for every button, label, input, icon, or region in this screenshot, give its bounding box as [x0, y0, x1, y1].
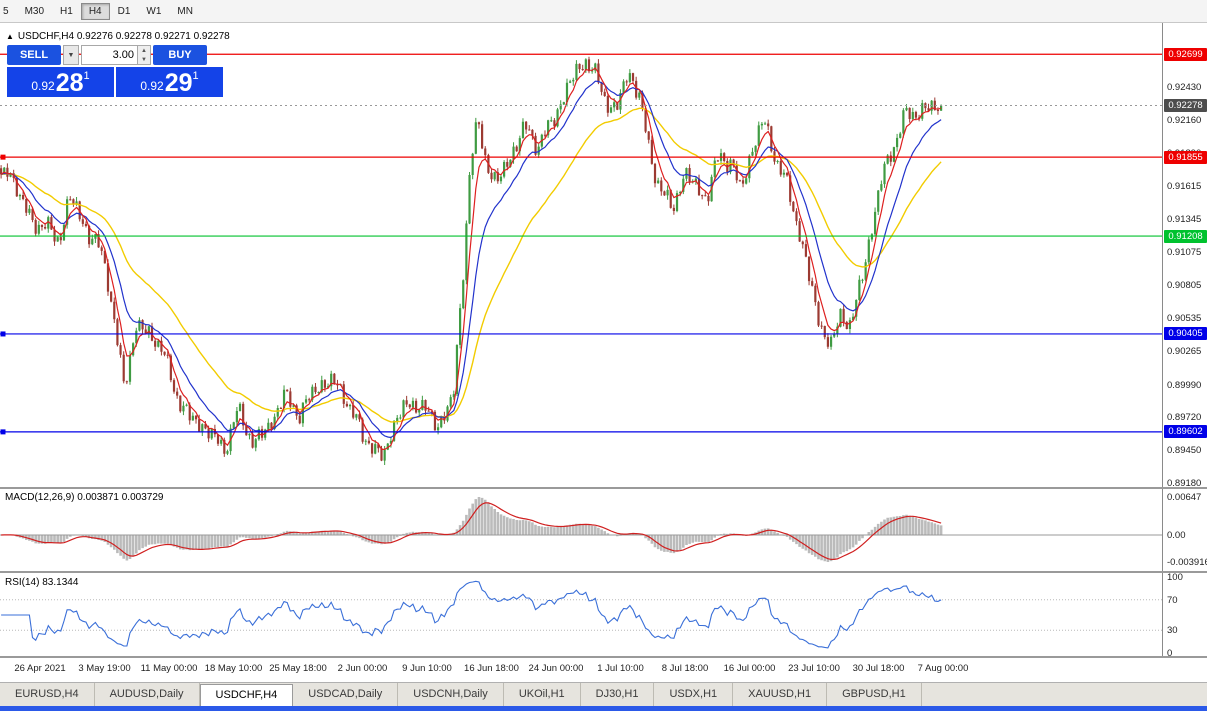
quote-text: USDCHF,H4 0.92276 0.92278 0.92271 0.9227…: [17, 31, 230, 42]
macd-axis-label: -0.003916: [1167, 557, 1207, 568]
time-label: 16 Jun 18:00: [464, 663, 519, 674]
timeframe-button-w1[interactable]: W1: [146, 5, 162, 17]
timeframe-button-d1[interactable]: D1: [117, 5, 131, 17]
rsi-canvas[interactable]: [0, 573, 1162, 656]
price-axis-label: 0.92160: [1167, 114, 1202, 126]
time-axis[interactable]: 26 Apr 2021 3 May 19:00 11 May 00:00 18 May…: [0, 658, 1162, 682]
rsi-axis-label: 30: [1167, 625, 1178, 637]
one-click-trading-panel: SELL ▼ ▲ ▼ BUY 0.92 28 1 0.92 29 1: [7, 45, 223, 97]
sell-price-box[interactable]: 0.92 28 1: [7, 67, 114, 97]
buy-price-sup: 1: [192, 70, 199, 82]
buy-price-box[interactable]: 0.92 29 1: [116, 67, 223, 97]
time-label: 1 Jul 10:00: [597, 663, 644, 674]
price-line-badge: 0.92699: [1164, 47, 1207, 61]
quote-header: ▲ USDCHF,H4 0.92276 0.92278 0.92271 0.92…: [6, 31, 230, 42]
buy-button[interactable]: BUY: [153, 45, 207, 65]
timeframe-toolbar: 5 M30 H1 H4 D1 W1 MN: [0, 0, 1207, 23]
timeframe-button-h1[interactable]: H1: [60, 5, 73, 17]
timeframe-button-m30[interactable]: M30: [24, 5, 45, 17]
price-line-badge: 0.90405: [1164, 327, 1207, 341]
price-line-badge: 0.91855: [1164, 150, 1207, 164]
price-line-badge: 0.89602: [1164, 425, 1207, 439]
sell-price-big: 28: [55, 69, 84, 97]
price-axis-label: 0.91345: [1167, 214, 1202, 226]
window-bottom-border: [0, 706, 1207, 711]
time-label: 18 May 10:00: [204, 663, 263, 674]
time-label: 30 Jul 18:00: [852, 663, 905, 674]
tab-ukoil-h1[interactable]: UKOil,H1: [504, 683, 581, 707]
timeframe-button-5[interactable]: 5: [3, 5, 9, 17]
tab-usdchf-h4[interactable]: USDCHF,H4: [199, 684, 294, 707]
rsi-axis-label: 70: [1167, 594, 1178, 606]
time-label: 25 May 18:00: [269, 663, 327, 674]
time-label: 24 Jun 00:00: [528, 663, 584, 674]
volume-field: ▲ ▼: [81, 45, 151, 65]
chart-tab-bar: EURUSD,H4 AUDUSD,Daily USDCHF,H4 USDCAD,Dai…: [0, 682, 1207, 707]
price-axis-label: 0.89720: [1167, 412, 1202, 424]
tab-gbpusd-h1[interactable]: GBPUSD,H1: [827, 683, 922, 707]
price-axis-label: 0.89180: [1167, 478, 1202, 490]
up-arrow-icon: ▲: [6, 32, 14, 41]
tab-usdcad-daily[interactable]: USDCAD,Daily: [293, 683, 399, 707]
price-axis-label: 0.91615: [1167, 181, 1202, 193]
time-label: 8 Jul 18:00: [661, 663, 709, 674]
tab-audusd-daily[interactable]: AUDUSD,Daily: [95, 683, 200, 707]
timeframe-button-h4[interactable]: H4: [80, 2, 110, 20]
volume-dropdown-button[interactable]: ▼: [63, 45, 79, 65]
time-label: 26 Apr 2021: [14, 663, 66, 674]
panel-separator: [0, 656, 1207, 658]
price-axis-label: 0.89450: [1167, 445, 1202, 457]
tab-dj30-h1[interactable]: DJ30,H1: [581, 683, 655, 707]
macd-axis-label: 0.00647: [1167, 492, 1202, 503]
price-axis-label: 0.90805: [1167, 280, 1202, 292]
time-label: 2 Jun 00:00: [337, 663, 388, 674]
panel-separator[interactable]: [0, 571, 1207, 573]
time-label: 3 May 19:00: [78, 663, 131, 674]
time-label: 9 Jun 10:00: [402, 663, 452, 674]
macd-canvas[interactable]: [0, 489, 1162, 571]
rsi-axis-label: 0: [1167, 648, 1173, 659]
timeframe-button-mn[interactable]: MN: [177, 5, 193, 17]
sell-price-prefix: 0.92: [31, 79, 55, 93]
tab-xauusd-h1[interactable]: XAUUSD,H1: [733, 683, 828, 707]
time-label: 16 Jul 00:00: [723, 663, 776, 674]
price-axis[interactable]: 0.924300.921600.918900.916150.913450.910…: [1162, 23, 1207, 659]
panel-separator[interactable]: [0, 487, 1207, 489]
macd-indicator-label: MACD(12,26,9) 0.003871 0.003729: [5, 492, 164, 503]
price-axis-label: 0.90265: [1167, 346, 1202, 358]
price-axis-label: 0.92430: [1167, 82, 1202, 94]
price-axis-label: 0.89990: [1167, 379, 1202, 391]
rsi-indicator-label: RSI(14) 83.1344: [5, 577, 79, 588]
volume-spin-up-icon[interactable]: ▲: [138, 46, 150, 55]
price-line-badge: 0.91208: [1164, 229, 1207, 243]
buy-price-big: 29: [164, 69, 193, 97]
sell-button[interactable]: SELL: [7, 45, 61, 65]
tab-usdcnh-daily[interactable]: USDCNH,Daily: [398, 683, 504, 707]
buy-price-prefix: 0.92: [140, 79, 164, 93]
time-label: 23 Jul 10:00: [788, 663, 840, 674]
volume-spin-down-icon[interactable]: ▼: [138, 55, 150, 64]
current-price-badge: 0.92278: [1164, 99, 1207, 113]
time-label: 7 Aug 00:00: [917, 663, 969, 674]
price-axis-label: 0.90535: [1167, 313, 1202, 325]
tab-usdx-h1[interactable]: USDX,H1: [654, 683, 734, 707]
volume-spinner: ▲ ▼: [137, 46, 150, 64]
sell-price-sup: 1: [83, 70, 90, 82]
time-label: 11 May 00:00: [140, 663, 198, 674]
macd-axis-label: 0.00: [1167, 530, 1186, 541]
tab-eurusd-h4[interactable]: EURUSD,H4: [0, 683, 95, 707]
rsi-axis-label: 100: [1167, 572, 1183, 583]
volume-input[interactable]: [82, 46, 137, 64]
price-axis-label: 0.91075: [1167, 247, 1202, 259]
